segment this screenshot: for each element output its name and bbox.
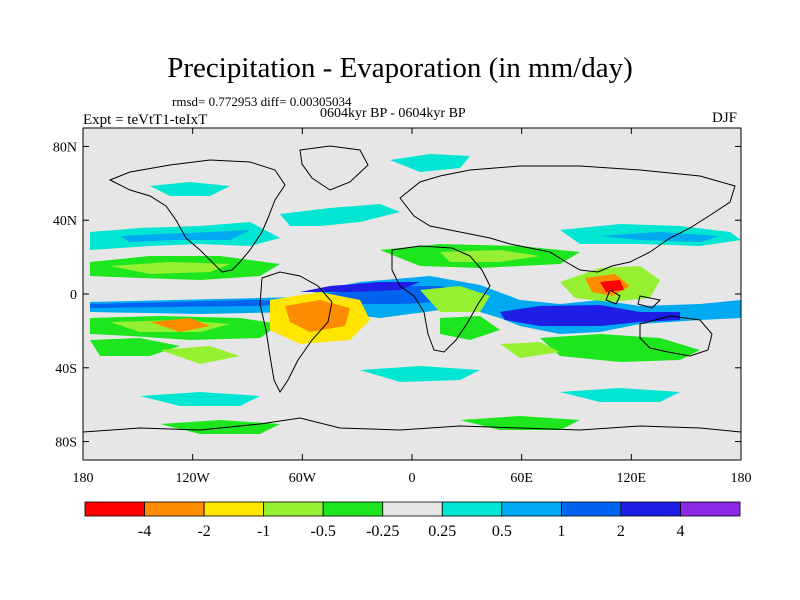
lat-tick-label: 40N [53,214,77,229]
colorbar-swatch [441,501,503,517]
lat-tick-label: 0 [70,288,77,303]
colorbar-swatch [263,501,324,517]
lon-tick-label: 0 [409,471,416,486]
colorbar-swatch [203,501,265,517]
season-label: DJF [712,110,738,126]
longitude-axis: 180 120W 60W 0 60E 120E 180 [73,128,752,486]
lat-tick-label: 40S [55,362,77,377]
map-area [82,127,742,461]
map-title: Precipitation - Evaporation (in mm/day) [167,52,633,84]
coastlines [83,145,741,433]
colorbar-swatch [144,501,205,517]
lon-tick-label: 180 [73,471,94,486]
lat-tick-label: 80S [55,436,77,451]
colorbar-swatch [680,501,741,517]
colorbar-swatch [84,501,145,517]
lon-tick-label: 120W [176,471,211,486]
colorbar-label: 1 [557,523,565,540]
lat-tick-label: 80N [53,140,77,155]
lon-tick-label: 60W [289,471,317,486]
colorbar-swatch [382,501,443,517]
colorbar-label: -1 [257,523,270,540]
stats-line: rmsd= 0.772953 diff= 0.00305034 [172,94,352,109]
colorbar-swatch [322,501,384,517]
colorbar-label: -0.5 [311,523,336,540]
latitude-axis: 80N 40N 0 40S 80S [53,140,741,451]
lon-tick-label: 120E [617,471,647,486]
lon-tick-label: 60E [510,471,533,486]
colorbar: -4 -2 -1 -0.5 -0.25 0.25 0.5 1 2 4 [84,501,741,540]
colorbar-swatch [620,501,681,517]
colorbar-label: 0.5 [492,523,512,540]
colorbar-label: 4 [676,523,684,540]
colorbar-label: 2 [617,523,625,540]
colorbar-label: -4 [138,523,151,540]
experiment-label: Expt = teVtT1-teIxT [83,112,208,128]
colorbar-swatch [501,501,562,517]
lon-tick-label: 180 [731,471,752,486]
colorbar-label: 0.25 [428,523,456,540]
field-shading [90,154,741,434]
colorbar-swatch [560,501,622,517]
colorbar-label: -0.25 [366,523,399,540]
colorbar-label: -2 [197,523,210,540]
period-line: 0604kyr BP - 0604kyr BP [320,106,466,121]
